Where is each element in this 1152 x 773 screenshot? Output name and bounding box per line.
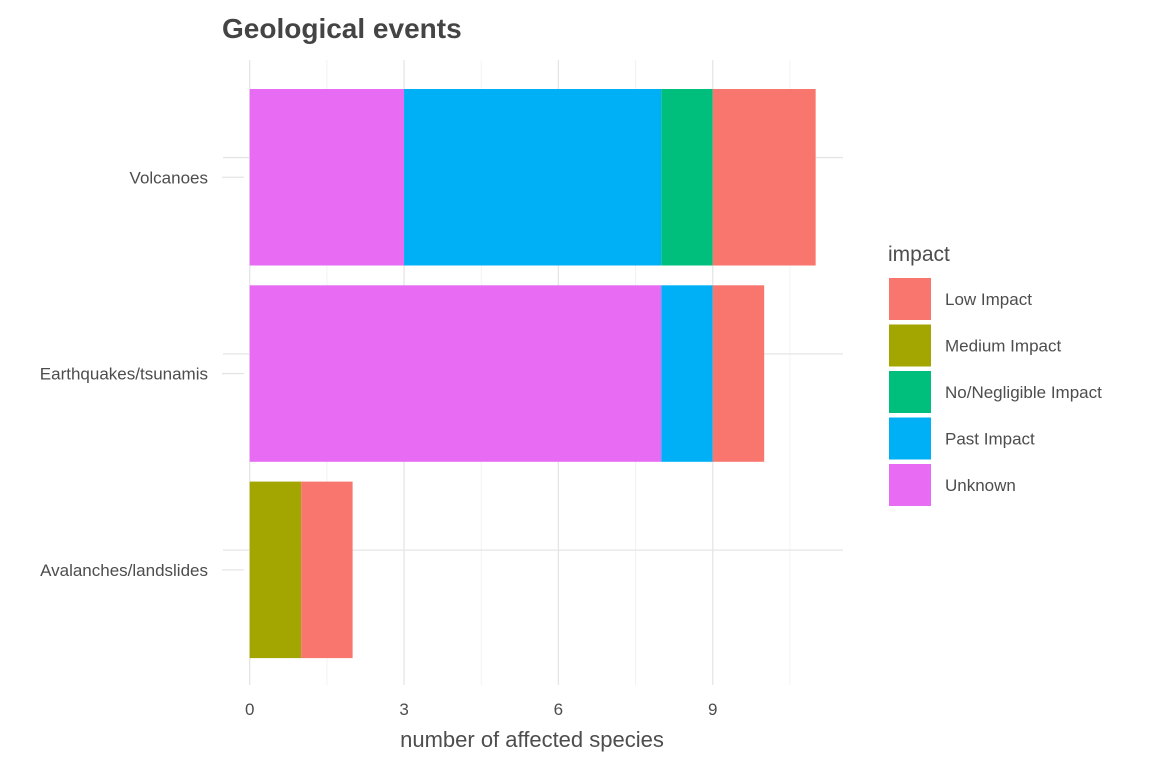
x-tick-label: 3 (399, 700, 408, 719)
legend-swatch-unknown (889, 464, 931, 506)
bar-earthquakes-tsunamis-past-impact (661, 285, 713, 462)
legend-label-low-impact: Low Impact (945, 290, 1032, 309)
legend-swatch-medium-impact (889, 324, 931, 367)
x-axis-label: number of affected species (400, 727, 664, 752)
legend: impact Low Impact Medium Impact No/Negligi… (888, 243, 1102, 506)
x-axis: 0 3 6 9 (245, 700, 718, 719)
y-tick-label: Avalanches/landslides (40, 561, 208, 580)
x-tick-label: 6 (554, 700, 563, 719)
chart-title: Geological events (222, 13, 462, 44)
bars-layer (249, 89, 816, 659)
legend-items: Low Impact Medium Impact No/Negligible Imp… (889, 278, 1102, 506)
bar-earthquakes-tsunamis-low-impact (712, 285, 765, 462)
bar-volcanoes-unknown (249, 89, 405, 266)
legend-swatch-low-impact (889, 278, 931, 320)
y-axis: Volcanoes Earthquakes/tsunamis Avalanches/… (40, 168, 244, 580)
bar-earthquakes-tsunamis-unknown (249, 285, 662, 462)
legend-swatch-past-impact (889, 417, 931, 460)
legend-label-past-impact: Past Impact (945, 430, 1035, 449)
legend-label-medium-impact: Medium Impact (945, 337, 1061, 356)
legend-swatch-no-negligible-impact (889, 371, 931, 413)
legend-label-unknown: Unknown (945, 476, 1016, 495)
x-tick-label: 9 (708, 700, 717, 719)
bar-volcanoes-no-negligible-impact (661, 89, 713, 266)
legend-title: impact (888, 243, 950, 266)
y-tick-label: Volcanoes (130, 168, 208, 187)
bar-avalanches-landslides-low-impact (301, 481, 353, 659)
bar-volcanoes-past-impact (404, 89, 662, 266)
x-tick-label: 0 (245, 700, 254, 719)
y-tick-label: Earthquakes/tsunamis (40, 365, 208, 384)
legend-label-no-negligible-impact: No/Negligible Impact (945, 383, 1102, 402)
bar-volcanoes-low-impact (712, 89, 816, 266)
bar-avalanches-landslides-medium-impact (249, 481, 302, 659)
